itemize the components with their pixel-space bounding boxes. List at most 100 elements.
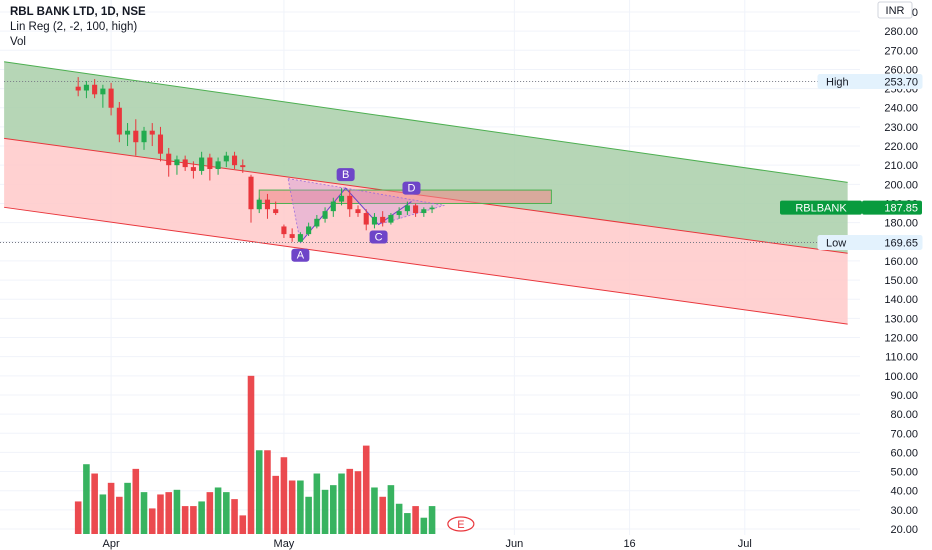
candle	[100, 84, 106, 108]
pattern-label-text: A	[297, 250, 305, 262]
candle-body	[125, 130, 131, 135]
candle-body	[355, 209, 361, 214]
candle	[240, 159, 246, 173]
candle-body	[174, 159, 180, 166]
x-tick-label: Jun	[505, 538, 523, 550]
candle-body	[190, 167, 196, 171]
last-price-symbol-bg	[780, 200, 862, 215]
candle	[306, 222, 312, 237]
candle-body	[248, 176, 254, 210]
volume-bars	[74, 375, 436, 534]
y-tick-label: 30.00	[890, 505, 918, 517]
candle-body	[92, 84, 98, 95]
volume-bar	[420, 517, 428, 534]
currency-badge[interactable]: INR	[877, 1, 913, 19]
earnings-marker[interactable]: E	[447, 516, 475, 532]
candle	[429, 205, 435, 214]
candle	[207, 153, 213, 181]
candle	[92, 79, 98, 99]
last-price-value-bg	[862, 200, 922, 215]
channel-upper-fill	[4, 61, 848, 254]
x-tick-label: Jul	[738, 538, 752, 550]
volume-bar	[395, 503, 403, 534]
volume-bar	[354, 471, 362, 534]
earnings-marker-text: E	[457, 519, 464, 531]
candle-body	[215, 161, 221, 170]
candle-body	[223, 155, 229, 162]
volume-bar	[165, 492, 172, 534]
candle-body	[371, 216, 378, 225]
candle	[190, 161, 196, 179]
candle	[289, 228, 295, 242]
candle	[141, 126, 147, 150]
volume-bar	[148, 508, 156, 534]
candle-body	[363, 213, 369, 225]
candle	[182, 155, 188, 171]
pattern-label-c[interactable]: C	[369, 230, 388, 244]
candle	[347, 190, 353, 217]
pattern-label-bg	[369, 230, 388, 244]
candle	[116, 101, 122, 143]
candle-body	[116, 107, 122, 135]
candle	[388, 213, 394, 225]
volume-bar	[428, 506, 436, 534]
y-tick-label: 200.00	[884, 179, 918, 191]
candle-body	[380, 216, 386, 223]
volume-bar	[83, 464, 90, 534]
pattern-label-a[interactable]: A	[291, 248, 310, 262]
earnings-marker-ring	[447, 516, 475, 532]
candle-body	[264, 199, 271, 210]
pattern-label-b[interactable]: B	[336, 168, 355, 182]
last-price-value: 187.85	[884, 203, 918, 215]
volume-bar	[231, 499, 238, 534]
price-axis[interactable]: 20.00 30.00 40.00 50.00 60.00 70.00 80.00 90.00…	[877, 1, 918, 536]
volume-bar	[305, 496, 312, 534]
volume-bar	[264, 450, 271, 534]
candle	[149, 123, 155, 147]
candle	[355, 205, 361, 217]
y-tick-label: 160.00	[884, 256, 918, 268]
volume-bar	[297, 480, 304, 534]
volume-bar	[387, 485, 395, 534]
y-tick-label: 180.00	[884, 218, 918, 230]
price-markers: E High 253.70 Low 169.65 RBLBANK 187.85	[447, 74, 923, 532]
volume-bar	[338, 473, 345, 534]
x-tick-label: Apr	[103, 538, 120, 550]
candle	[215, 157, 221, 175]
channel-lower-line	[4, 206, 848, 325]
high-marker-label: High	[826, 77, 849, 89]
pattern-label-bg	[336, 168, 355, 182]
symbol-legend[interactable]: RBL BANK LTD, 1D, NSE	[10, 6, 146, 18]
volume-bar	[99, 494, 107, 534]
candle-body	[347, 195, 353, 210]
last-price-marker[interactable]: RBLBANK 187.85	[780, 200, 922, 215]
candle-body	[281, 226, 287, 235]
low-marker[interactable]: Low 169.65	[817, 234, 923, 250]
candle	[174, 155, 180, 175]
candle-body	[413, 205, 419, 214]
y-tick-label: 230.00	[884, 122, 918, 134]
candle-body	[421, 209, 427, 214]
candle-body	[429, 207, 435, 210]
volume-bar	[173, 489, 181, 534]
pattern-label-text: C	[375, 232, 383, 244]
volume-bar	[190, 506, 197, 534]
y-tick-label: 150.00	[884, 275, 918, 287]
indicator-legend[interactable]: Lin Reg (2, -2, 100, high)	[10, 21, 138, 33]
candle	[231, 151, 238, 170]
volume-bar	[313, 473, 321, 534]
candle	[264, 193, 271, 219]
candle-body	[404, 205, 410, 212]
high-marker[interactable]: High 253.70	[817, 74, 923, 90]
volume-bar	[346, 468, 354, 534]
y-tick-label: 50.00	[890, 467, 918, 479]
time-axis[interactable]: Apr May Jun 16 Jul	[103, 538, 752, 550]
abcd-pattern[interactable]: A B C D	[287, 168, 445, 262]
volume-bar	[412, 506, 419, 534]
volume-legend[interactable]: Vol	[10, 36, 26, 48]
candle	[322, 207, 328, 223]
pattern-label-d[interactable]: D	[402, 181, 421, 195]
volume-bar	[214, 487, 222, 534]
candle-body	[314, 218, 320, 227]
